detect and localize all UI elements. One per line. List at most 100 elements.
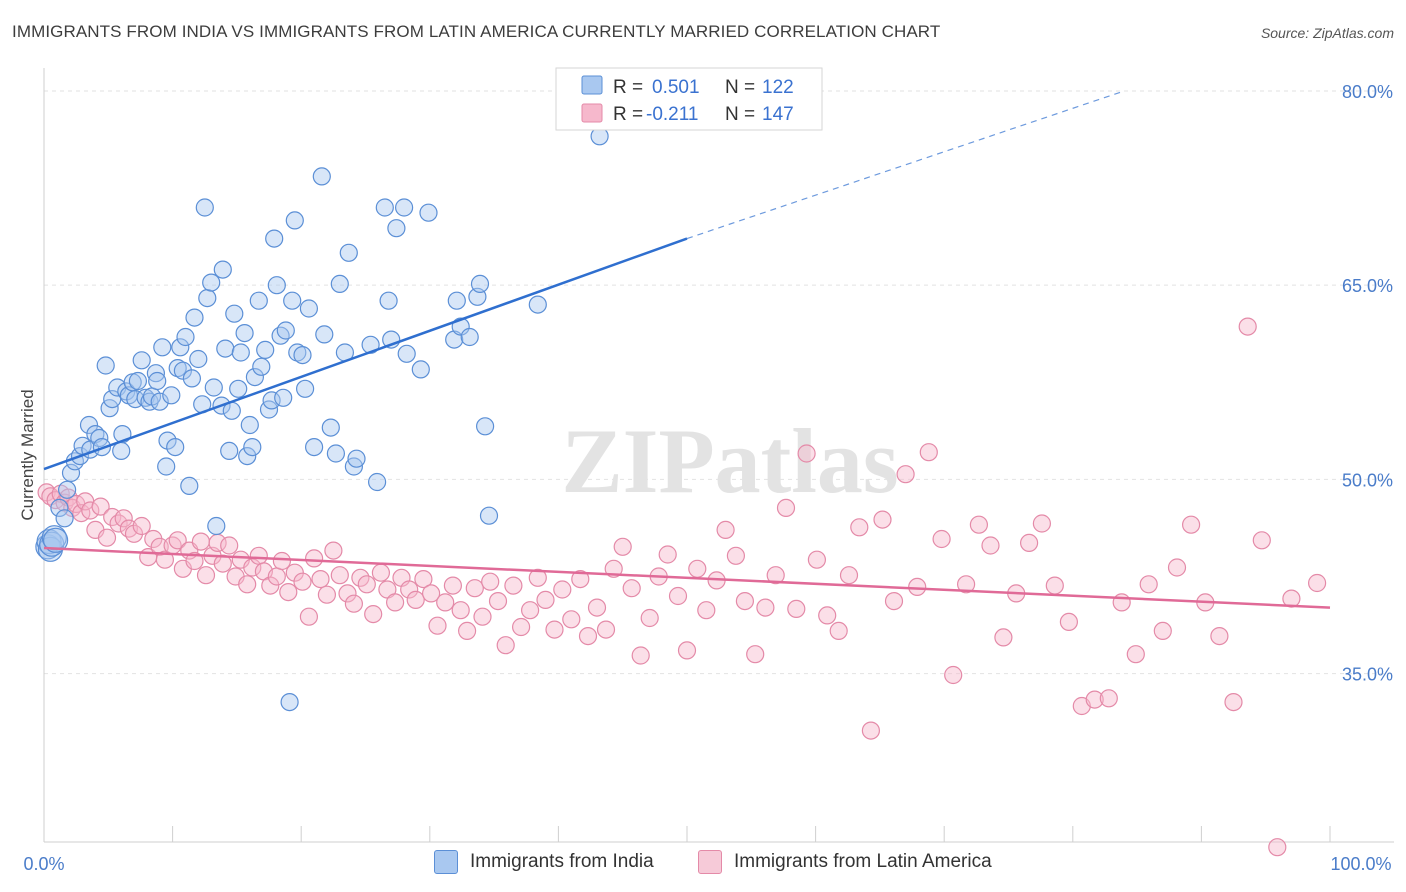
watermark: ZIPatlas — [561, 410, 898, 512]
n-label-india: N = — [725, 77, 755, 98]
latam-point — [473, 607, 492, 626]
latam-point — [109, 514, 128, 533]
india-point — [375, 198, 394, 217]
india-point — [267, 276, 286, 295]
latam-point — [81, 501, 100, 520]
india-point — [321, 418, 340, 437]
latam-point — [587, 598, 607, 617]
india-point — [245, 368, 264, 387]
india-point — [280, 692, 299, 712]
india-point — [202, 273, 221, 292]
india-point — [470, 274, 490, 293]
latam-point — [414, 569, 433, 589]
india-point — [162, 386, 181, 405]
latam-point — [562, 610, 581, 629]
india-point — [132, 351, 151, 370]
latam-point — [716, 520, 735, 540]
legend-swatch-latam — [581, 103, 603, 123]
latam-point — [1085, 690, 1104, 709]
india-point — [419, 203, 438, 222]
latam-point — [528, 568, 547, 587]
latam-point — [249, 546, 268, 565]
latam-point — [1139, 575, 1158, 594]
y-axis-label: Currently Married — [18, 389, 37, 520]
india-point — [411, 360, 430, 379]
latam-point — [668, 586, 688, 606]
india-point — [296, 379, 315, 398]
legend-item-india: Immigrants from India — [434, 850, 654, 874]
latam-point — [330, 566, 349, 585]
latam-point — [243, 558, 262, 577]
latam-point — [818, 606, 837, 625]
india-point — [79, 415, 99, 435]
latam-point — [124, 524, 144, 543]
india-point — [195, 198, 214, 217]
india-point — [185, 308, 204, 327]
india-point — [397, 344, 416, 363]
latam-point — [443, 576, 462, 595]
india-point — [238, 447, 257, 466]
latam-point — [220, 536, 239, 555]
latam-point — [1210, 626, 1229, 646]
latam-point — [465, 579, 484, 598]
x-tick-label-max: 100.0% — [1330, 854, 1391, 874]
india-point — [288, 343, 307, 362]
latam-point — [919, 443, 938, 462]
latam-point — [103, 507, 122, 527]
latam-point — [436, 593, 455, 612]
latam-point — [299, 607, 318, 626]
chart-title: IMMIGRANTS FROM INDIA VS IMMIGRANTS FROM… — [12, 22, 941, 41]
latam-point — [932, 529, 951, 549]
latam-point — [504, 576, 523, 595]
india-point — [225, 304, 244, 323]
y-tick-labels: 80.0% 65.0% 50.0% 35.0% — [1342, 82, 1393, 685]
latam-point — [787, 599, 806, 619]
latam-point — [91, 497, 110, 516]
latam-point — [807, 550, 827, 569]
india-point — [150, 392, 169, 411]
india-point — [299, 299, 318, 318]
india-point — [61, 463, 81, 482]
latam-point — [776, 498, 796, 517]
r-value-latam: -0.211 — [646, 104, 698, 125]
latam-point — [756, 598, 775, 617]
trendlines — [43, 90, 1331, 609]
latam-point — [386, 593, 405, 612]
latam-point — [596, 620, 616, 639]
r-value-india: 0.501 — [652, 77, 700, 98]
latam-point — [726, 546, 746, 565]
latam-point — [406, 590, 425, 610]
india-point — [476, 417, 495, 436]
latam-point — [481, 572, 500, 591]
india-point — [166, 438, 185, 457]
india-point — [180, 476, 199, 495]
india-point — [229, 379, 248, 398]
india-points — [35, 127, 609, 712]
latam-point — [168, 531, 187, 550]
latam-point — [317, 585, 336, 604]
india-point — [274, 388, 293, 407]
india-point — [276, 321, 295, 340]
latam-point — [545, 620, 564, 639]
latam-point — [1238, 317, 1257, 336]
india-point — [220, 441, 239, 460]
india-point — [153, 338, 172, 357]
series-legend: Immigrants from India Immigrants from La… — [0, 850, 1406, 880]
india-point — [146, 364, 165, 383]
latam-point — [238, 575, 257, 594]
latam-point — [613, 537, 632, 556]
latam-point — [536, 590, 555, 610]
x-tick-label-min: 0.0% — [23, 854, 64, 874]
latam-point — [132, 516, 151, 536]
latam-point — [677, 641, 697, 660]
latam-point — [1099, 689, 1118, 708]
latam-trendline — [43, 546, 1331, 609]
latam-point — [305, 549, 324, 568]
india-point — [460, 327, 479, 347]
latam-point — [766, 566, 785, 585]
latam-point — [622, 579, 641, 598]
latam-point — [458, 621, 477, 641]
india-point — [168, 359, 187, 378]
latam-point — [364, 604, 383, 624]
legend-swatch-india — [581, 75, 603, 95]
